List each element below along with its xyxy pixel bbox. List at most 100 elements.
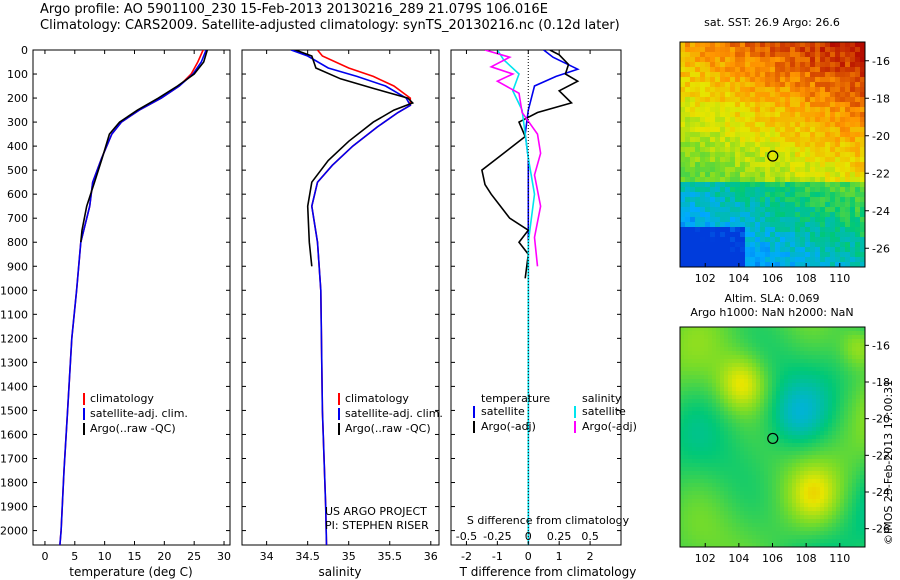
heatmap-cell xyxy=(832,495,837,500)
heatmap-cell xyxy=(760,491,765,496)
heatmap-cell xyxy=(856,455,861,460)
heatmap-cell xyxy=(692,527,697,532)
x-tick-label: -2 xyxy=(461,550,472,563)
heatmap-cell xyxy=(760,262,766,267)
heatmap-cell xyxy=(848,543,853,547)
heatmap-cell xyxy=(785,122,791,128)
heatmap-cell xyxy=(810,262,816,267)
heatmap-cell xyxy=(720,132,726,138)
heatmap-cell xyxy=(684,343,689,348)
heatmap-cell xyxy=(805,162,811,168)
heatmap-cell xyxy=(816,331,821,336)
heatmap-cell xyxy=(744,515,749,520)
heatmap-cell xyxy=(685,222,691,228)
heatmap-cell xyxy=(825,62,831,68)
heatmap-cell xyxy=(860,515,865,520)
heatmap-cell xyxy=(824,535,829,540)
heatmap-cell xyxy=(680,197,686,203)
heatmap-cell xyxy=(680,499,685,504)
heatmap-cell xyxy=(692,367,697,372)
heatmap-cell xyxy=(828,535,833,540)
heatmap-cell xyxy=(795,62,801,68)
heatmap-cell xyxy=(680,531,685,536)
heatmap-cell xyxy=(850,182,856,188)
heatmap-cell xyxy=(740,217,746,223)
heatmap-cell xyxy=(748,343,753,348)
heatmap-cell xyxy=(692,375,697,380)
heatmap-cell xyxy=(745,77,751,83)
heatmap-cell xyxy=(772,479,777,484)
heatmap-cell xyxy=(820,395,825,400)
heatmap-cell xyxy=(705,57,711,63)
heatmap-cell xyxy=(688,423,693,428)
heatmap-cell xyxy=(792,383,797,388)
heatmap-cell xyxy=(816,519,821,524)
heatmap-cell xyxy=(776,383,781,388)
heatmap-cell xyxy=(756,367,761,372)
heatmap-cell xyxy=(788,355,793,360)
heatmap-cell xyxy=(704,475,709,480)
heatmap-cell xyxy=(780,399,785,404)
heatmap-cell xyxy=(740,152,746,158)
heatmap-cell xyxy=(830,252,836,258)
heatmap-cell xyxy=(805,232,811,238)
heatmap-cell xyxy=(790,172,796,178)
x-tick-label: 1 xyxy=(556,550,563,563)
heatmap-cell xyxy=(750,87,756,93)
heatmap-cell xyxy=(688,455,693,460)
heatmap-cell xyxy=(725,72,731,78)
heatmap-cell xyxy=(812,475,817,480)
heatmap-cell xyxy=(736,475,741,480)
heatmap-cell xyxy=(760,127,766,133)
heatmap-cell xyxy=(780,407,785,412)
heatmap-cell xyxy=(860,487,865,492)
heatmap-cell xyxy=(824,359,829,364)
heatmap-cell xyxy=(795,162,801,168)
heatmap-cell xyxy=(810,67,816,73)
heatmap-cell xyxy=(805,117,811,123)
heatmap-cell xyxy=(815,132,821,138)
heatmap-cell xyxy=(800,77,806,83)
heatmap-cell xyxy=(844,391,849,396)
heatmap-cell xyxy=(720,122,726,128)
heatmap-cell xyxy=(784,375,789,380)
heatmap-cell xyxy=(852,435,857,440)
heatmap-cell xyxy=(790,142,796,148)
heatmap-cell xyxy=(728,359,733,364)
heatmap-cell xyxy=(690,257,696,263)
heatmap-cell xyxy=(720,535,725,540)
heatmap-cell xyxy=(840,217,846,223)
heatmap-cell xyxy=(748,507,753,512)
heatmap-cell xyxy=(785,112,791,118)
heatmap-cell xyxy=(784,403,789,408)
x-tick-label: 0 xyxy=(525,550,532,563)
heatmap-cell xyxy=(700,387,705,392)
heatmap-cell xyxy=(685,252,691,258)
heatmap-cell xyxy=(820,471,825,476)
heatmap-cell xyxy=(760,507,765,512)
heatmap-cell xyxy=(728,351,733,356)
heatmap-cell xyxy=(850,152,856,158)
heatmap-cell xyxy=(792,363,797,368)
heatmap-cell xyxy=(784,511,789,516)
heatmap-cell xyxy=(748,523,753,528)
heatmap-cell xyxy=(716,443,721,448)
heatmap-cell xyxy=(816,531,821,536)
heatmap-cell xyxy=(855,257,861,263)
heatmap-cell xyxy=(764,347,769,352)
heatmap-cell xyxy=(710,237,716,243)
heatmap-cell xyxy=(720,142,726,148)
heatmap-cell xyxy=(724,359,729,364)
heatmap-cell xyxy=(772,395,777,400)
heatmap-cell xyxy=(684,391,689,396)
heatmap-cell xyxy=(815,122,821,128)
heatmap-cell xyxy=(855,212,861,218)
y-tick-label: 900 xyxy=(7,260,28,273)
heatmap-cell xyxy=(712,339,717,344)
y-tick-label: 500 xyxy=(7,164,28,177)
heatmap-cell xyxy=(728,327,733,332)
heatmap-cell xyxy=(832,363,837,368)
heatmap-cell xyxy=(728,511,733,516)
heatmap-cell xyxy=(800,539,805,544)
heatmap-cell xyxy=(845,62,851,68)
